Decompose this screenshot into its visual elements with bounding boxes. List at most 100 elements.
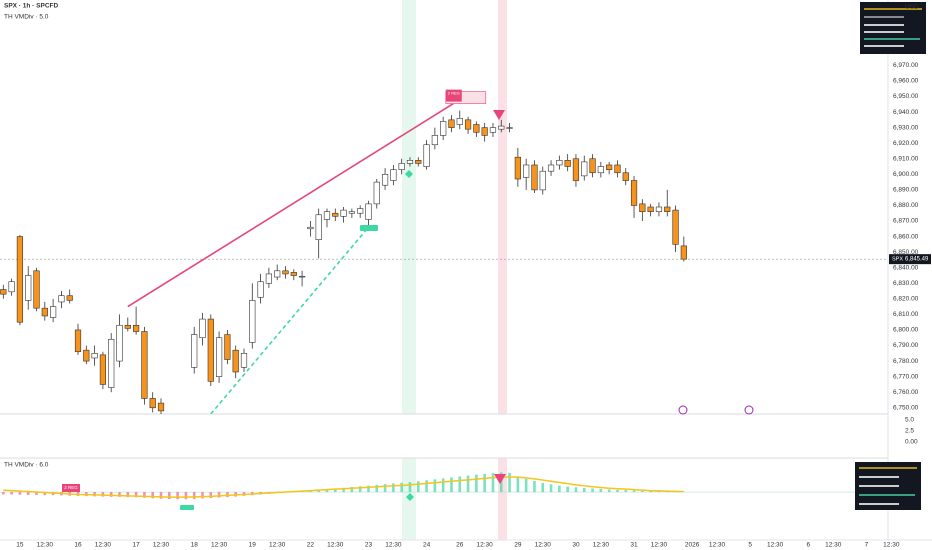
legend-panel (855, 2, 926, 510)
divergence-label: 2 REG (448, 91, 460, 96)
candle-body (191, 334, 198, 368)
x-tick-label: 12:30 (709, 542, 726, 549)
y-tick-label: 0.00 (905, 439, 918, 446)
candle-body (481, 127, 488, 136)
x-tick-label: 12:30 (883, 542, 900, 549)
candle-body (489, 127, 497, 133)
legend-line (859, 494, 915, 496)
y-tick-label: 6,970.00 (893, 62, 919, 69)
candle-body (655, 206, 663, 212)
y-tick-label: 6,960.00 (893, 78, 919, 85)
histogram-bar (649, 491, 652, 493)
x-tick-label: 26 (456, 542, 464, 549)
histogram-bar (151, 492, 155, 499)
x-tick-label: 24 (423, 542, 431, 549)
candle-body (91, 353, 98, 359)
event-icon (678, 405, 688, 415)
y-tick-label: 6,780.00 (893, 358, 919, 365)
bearish-band (498, 0, 507, 414)
histogram-bar (641, 490, 644, 493)
x-tick-label: 12:30 (593, 542, 610, 549)
histogram-bar (483, 473, 486, 493)
candle-body (224, 334, 231, 360)
histogram-bar (458, 476, 462, 493)
y-tick-label: 6,810.00 (893, 311, 919, 318)
histogram-bar (632, 490, 636, 493)
histogram-bar (541, 482, 545, 493)
candle-body (440, 121, 447, 136)
candle-body (581, 161, 588, 177)
x-tick-label: 12:30 (269, 542, 286, 549)
candle-body (381, 174, 389, 186)
histogram-bar (192, 492, 196, 499)
histogram-bar (524, 478, 528, 493)
candle-body (390, 169, 397, 181)
candle-body (606, 164, 613, 170)
candle-body (290, 272, 297, 276)
candle-body (564, 160, 571, 167)
event-icon (744, 405, 754, 415)
y-tick-label: 6,770.00 (893, 373, 919, 380)
histogram-bar (375, 484, 379, 493)
legend-line (864, 8, 922, 10)
histogram-bar (118, 492, 121, 497)
indicator-pane: 2 REG (0, 472, 888, 500)
chart-title: SPX · 1h · SPCFD (4, 3, 58, 10)
x-tick-label: 12:30 (825, 542, 842, 549)
x-tick-label: 12:30 (37, 542, 54, 549)
last-price-label: 6,845.49 (905, 257, 929, 263)
histogram-bar (616, 489, 619, 493)
y-tick-label: 6,750.00 (893, 404, 919, 411)
candle-body (597, 166, 604, 174)
histogram-bar (574, 487, 578, 493)
candle-body (647, 206, 654, 212)
y-tick-label: 6,850.00 (893, 249, 919, 256)
candle-body (506, 127, 513, 129)
legend-line (864, 16, 904, 18)
candle-body (307, 226, 314, 230)
candle-body (456, 117, 463, 125)
candle-body (149, 398, 156, 409)
y-tick-label: 6,890.00 (893, 187, 919, 194)
candle-body (473, 124, 480, 133)
x-tick-label: 12:30 (767, 542, 784, 549)
y-tick-label: 6,930.00 (893, 124, 919, 131)
histogram-bar (350, 487, 354, 493)
candle-body (365, 203, 372, 220)
candle-body (539, 170, 546, 191)
x-tick-label: 22 (307, 542, 315, 549)
legend-line (859, 503, 899, 505)
histogram-bar (416, 481, 420, 493)
y-tick-label: 6,910.00 (893, 155, 919, 162)
histogram-bar (607, 489, 611, 493)
candle-body (83, 349, 90, 362)
x-tick-label: 31 (630, 542, 638, 549)
candle-body (41, 307, 48, 317)
candle-body (672, 209, 679, 245)
signal-line (3, 476, 684, 498)
histogram-bar (134, 492, 138, 498)
histogram-bar (10, 492, 13, 495)
y-tick-label: 6,790.00 (893, 342, 919, 349)
candle-body (664, 206, 671, 212)
x-tick-label: 19 (249, 542, 257, 549)
candle-body (265, 273, 272, 284)
bullish-tag (360, 225, 378, 231)
histogram-bar (425, 480, 428, 493)
histogram-bar (367, 485, 370, 493)
candle-body (572, 158, 580, 181)
y-tick-label: 6,870.00 (893, 218, 919, 225)
candle-body (498, 125, 505, 130)
histogram-bar (126, 492, 130, 498)
histogram-bar (591, 488, 594, 493)
histogram-bar (566, 486, 569, 493)
bearish-marker (494, 474, 506, 484)
y-tick-label: 6,950.00 (893, 93, 919, 100)
histogram-bar (333, 488, 337, 493)
divergence-tag (445, 89, 462, 102)
histogram-bar (400, 482, 403, 493)
histogram-bar (109, 492, 113, 497)
legend-line (859, 485, 899, 487)
y-tick-label: 6,940.00 (893, 109, 919, 116)
